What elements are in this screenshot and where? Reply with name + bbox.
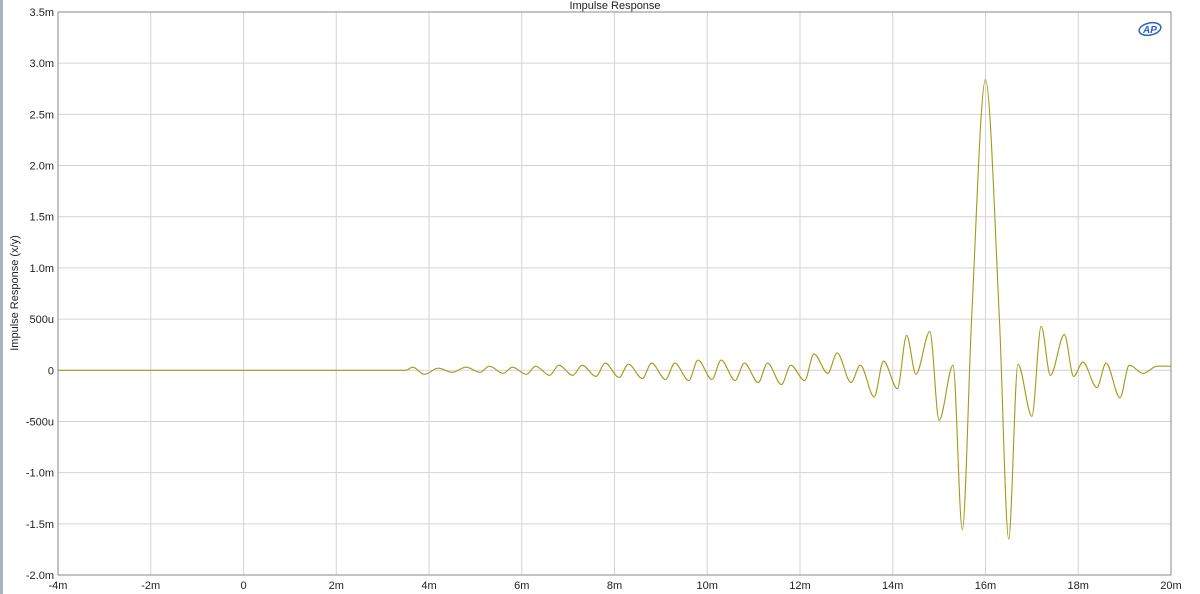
grid-lines [57,11,1172,576]
plot-border [57,11,1172,576]
y-tick-label: 1.5m [30,212,54,224]
y-tick-label: 1.0m [30,263,54,275]
x-tick-label: 4m [421,580,436,592]
x-tick-label: 6m [514,580,529,592]
y-tick-labels: 3.5m 3.0m 2.5m 2.0m 1.5m 1.0m 500u 0 -500u -1.0m -… [26,7,54,582]
x-tick-label: -4m [49,580,68,592]
x-tick-label: 0 [240,580,246,592]
y-tick-label: -1.0m [26,468,54,480]
y-tick-label: -1.5m [26,519,54,531]
x-tick-label: 12m [789,580,810,592]
x-tick-label: 18m [1068,580,1089,592]
y-tick-label: 3.0m [30,58,54,70]
x-tick-label: 20m [1160,580,1181,592]
y-tick-label: -500u [26,416,54,428]
y-axis-label: Impulse Response (x/y) [9,235,21,351]
y-tick-label: 2.5m [30,109,54,121]
y-tick-label: 3.5m [30,7,54,19]
y-tick-label: 2.0m [30,161,54,173]
x-tick-label: 2m [329,580,344,592]
impulse-response-series-line [57,79,1171,540]
x-tick-label: 10m [697,580,718,592]
x-tick-label: 14m [882,580,903,592]
y-tick-label: -2.0m [26,570,54,582]
chart-title: Impulse Response [569,0,660,12]
y-tick-label: 0 [48,365,54,377]
x-tick-label: 8m [607,580,622,592]
ap-logo-icon: AP [1138,21,1162,37]
x-tick-label: 16m [975,580,996,592]
x-tick-labels: -4m -2m 0 2m 4m 6m 8m 10m 12m 14m 16m 18m 20m [49,580,1182,592]
x-tick-label: -2m [141,580,160,592]
window-left-edge [0,0,3,594]
y-tick-label: 500u [30,314,54,326]
series-layer [57,79,1171,540]
ap-logo-text: AP [1142,25,1157,36]
